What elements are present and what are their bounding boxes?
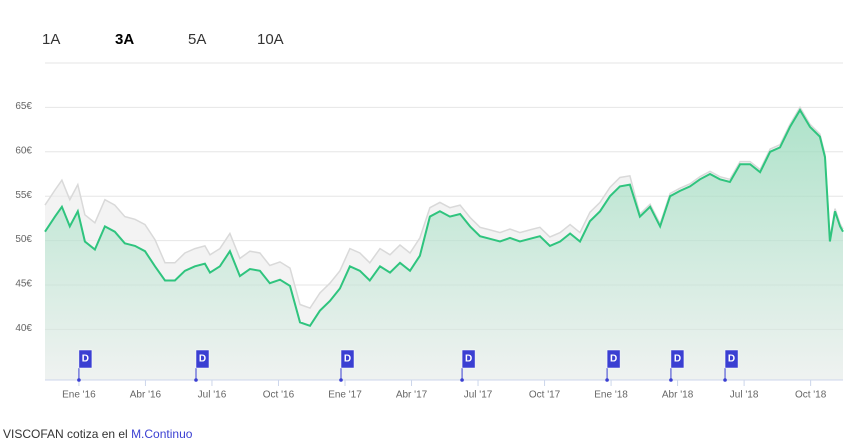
flag-label: D	[82, 354, 89, 365]
flag-dot	[194, 378, 198, 382]
flag-box	[78, 349, 93, 369]
flag-label: D	[674, 354, 681, 365]
x-tick-label: Oct '17	[529, 390, 561, 401]
flag-label: D	[465, 354, 472, 365]
dividend-flag: D	[723, 349, 739, 382]
y-tick-label: 60€	[15, 145, 32, 156]
flag-label: D	[728, 354, 735, 365]
dividend-flag: D	[460, 349, 476, 382]
series-line	[44, 105, 844, 310]
x-tick-label: Jul '18	[730, 390, 759, 401]
market-link[interactable]: M.Continuo	[131, 427, 193, 441]
y-tick-label: 55€	[15, 190, 32, 201]
y-tick-label: 45€	[15, 279, 32, 290]
y-tick-label: 50€	[15, 234, 32, 245]
flag-dot	[339, 378, 343, 382]
x-tick-label: Ene '18	[594, 390, 628, 401]
footer: VISCOFAN cotiza en el M.Continuo	[3, 427, 192, 441]
dividend-flag: D	[77, 349, 93, 382]
range-tab[interactable]: 3A	[115, 31, 135, 48]
dividend-flag: D	[194, 349, 210, 382]
x-tick-label: Oct '18	[795, 390, 827, 401]
flag-dot	[605, 378, 609, 382]
range-tab[interactable]: 1A	[42, 31, 61, 48]
flag-label: D	[199, 354, 206, 365]
range-tab[interactable]: 5A	[188, 31, 207, 48]
flag-label: D	[344, 354, 351, 365]
y-tick-label: 40€	[15, 323, 32, 334]
flag-dot	[460, 378, 464, 382]
x-tick-label: Jul '17	[464, 390, 493, 401]
dividend-flag: D	[669, 349, 685, 382]
series-line	[44, 108, 844, 328]
y-tick-label: 65€	[15, 101, 32, 112]
x-tick-label: Jul '16	[198, 390, 227, 401]
x-tick-label: Ene '17	[328, 390, 362, 401]
flag-box	[606, 349, 621, 369]
chart: 40€ 45€ 50€ 55€ 60€ 65€ Ene '16 Abr '16 Jul '16 O…	[15, 62, 844, 401]
flag-dot	[723, 378, 727, 382]
footer-text: VISCOFAN cotiza en el	[3, 427, 128, 441]
dividend-flag: D	[605, 349, 621, 382]
flag-dot	[77, 378, 81, 382]
x-tick-label: Ene '16	[62, 390, 96, 401]
flag-box	[670, 349, 685, 369]
range-tab[interactable]: 10A	[257, 31, 284, 48]
series-area	[45, 110, 843, 380]
x-tick-label: Abr '16	[130, 390, 162, 401]
flag-label: D	[610, 354, 617, 365]
x-tick-label: Oct '16	[263, 390, 295, 401]
x-tick-label: Abr '18	[662, 390, 694, 401]
dividend-flag: D	[339, 349, 355, 382]
flag-box	[195, 349, 210, 369]
x-tick-label: Abr '17	[396, 390, 428, 401]
flag-box	[461, 349, 476, 369]
flag-box	[724, 349, 739, 369]
flag-box	[340, 349, 355, 369]
flag-dot	[669, 378, 673, 382]
